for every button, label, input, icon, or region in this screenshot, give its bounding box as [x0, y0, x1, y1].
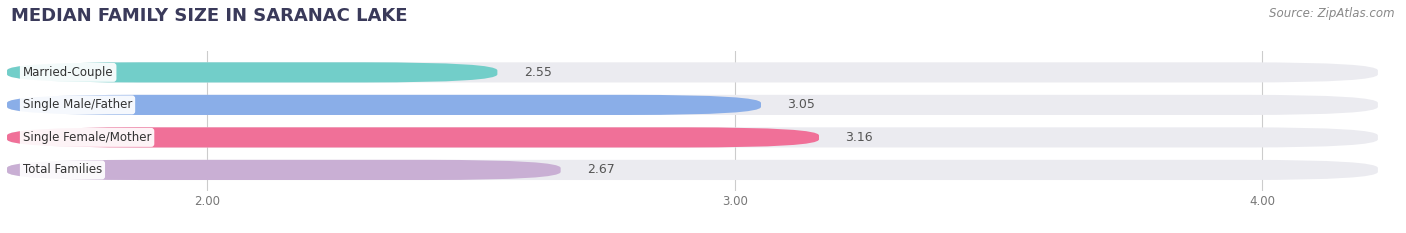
Text: Married-Couple: Married-Couple [22, 66, 114, 79]
FancyBboxPatch shape [7, 127, 820, 147]
FancyBboxPatch shape [7, 62, 498, 82]
FancyBboxPatch shape [7, 62, 1378, 82]
FancyBboxPatch shape [7, 127, 1378, 147]
Text: Total Families: Total Families [22, 163, 103, 176]
Text: MEDIAN FAMILY SIZE IN SARANAC LAKE: MEDIAN FAMILY SIZE IN SARANAC LAKE [11, 7, 408, 25]
Text: 2.55: 2.55 [524, 66, 551, 79]
FancyBboxPatch shape [7, 95, 1378, 115]
Text: 3.16: 3.16 [845, 131, 873, 144]
Text: 3.05: 3.05 [787, 98, 815, 111]
FancyBboxPatch shape [7, 160, 561, 180]
FancyBboxPatch shape [7, 95, 761, 115]
Text: 2.67: 2.67 [588, 163, 614, 176]
Text: Source: ZipAtlas.com: Source: ZipAtlas.com [1270, 7, 1395, 20]
FancyBboxPatch shape [7, 160, 1378, 180]
Text: Single Male/Father: Single Male/Father [22, 98, 132, 111]
Text: Single Female/Mother: Single Female/Mother [22, 131, 152, 144]
